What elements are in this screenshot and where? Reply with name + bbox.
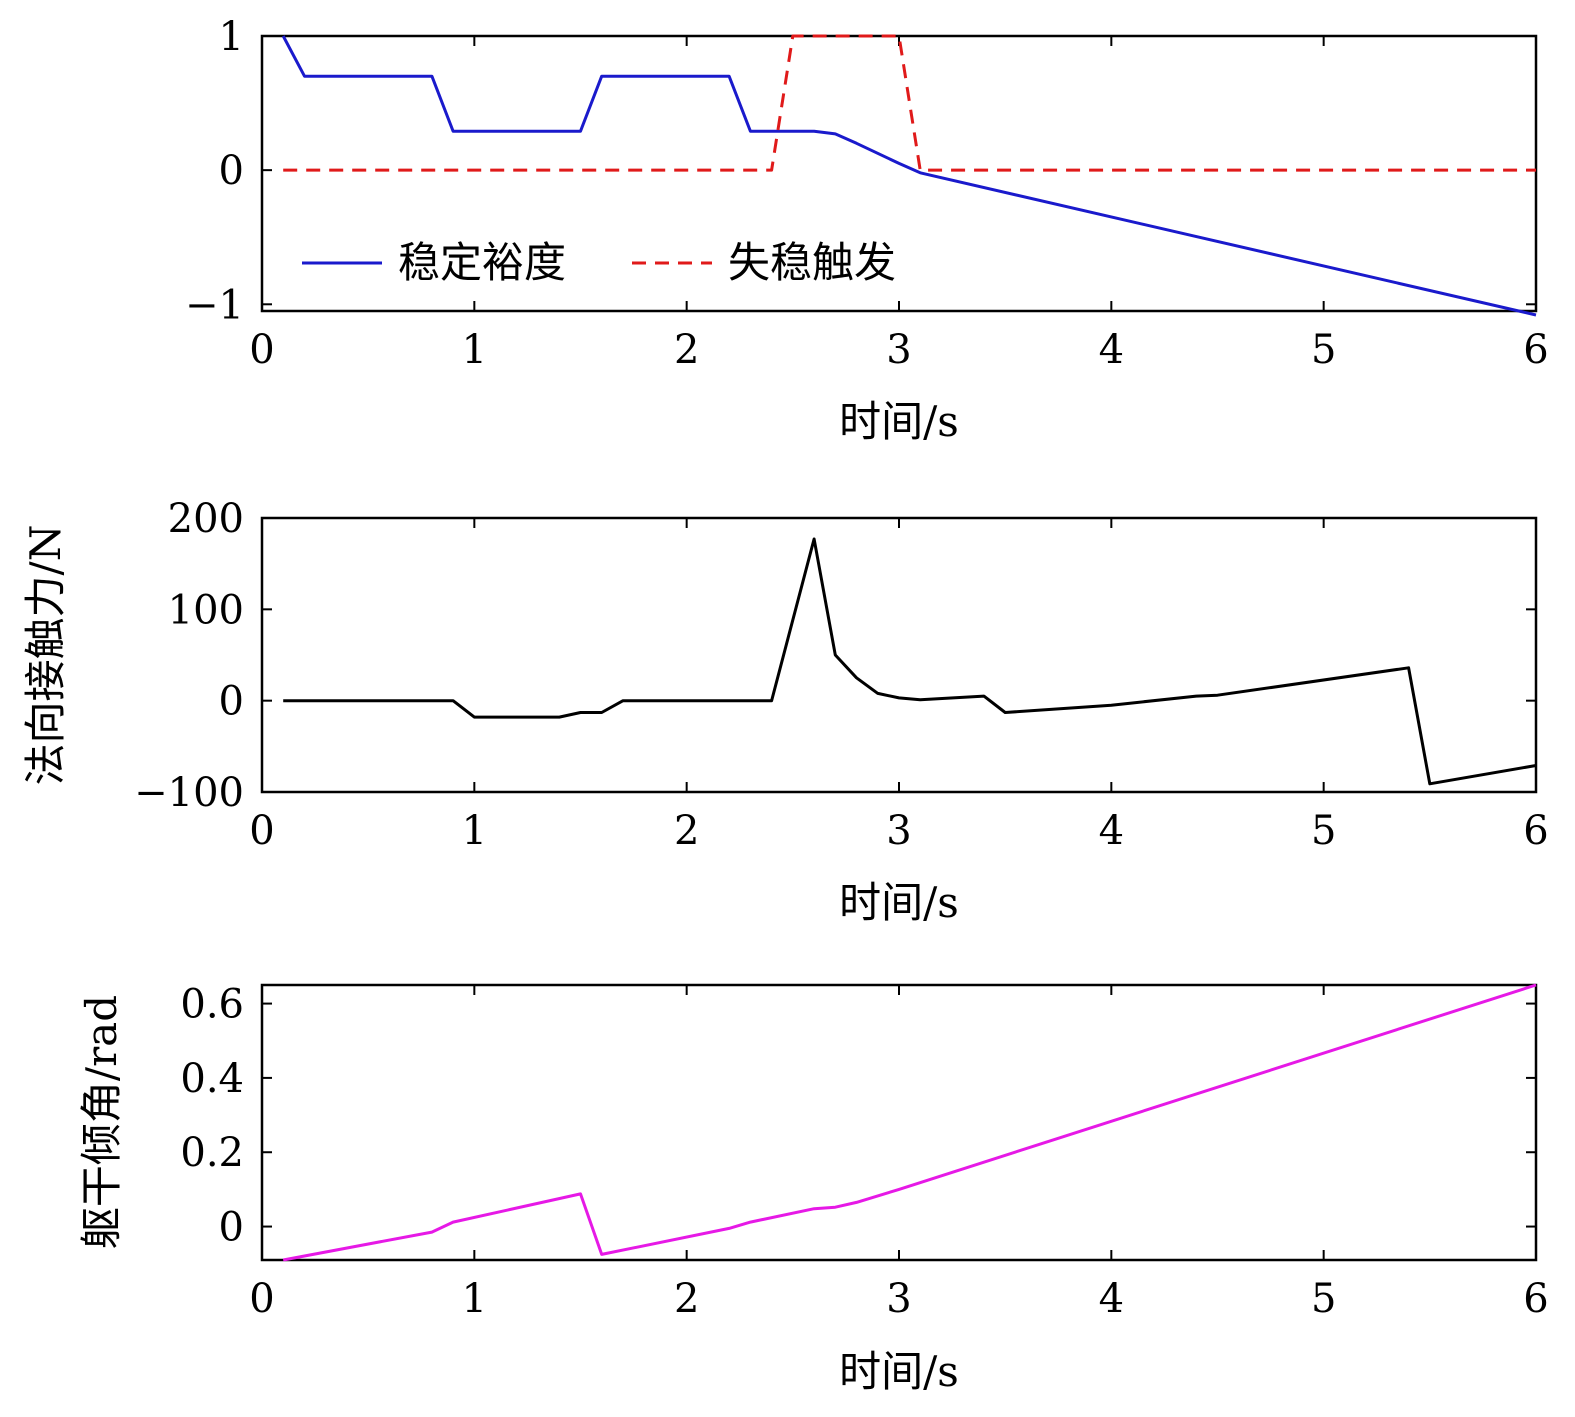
- y-axis-title: 躯干倾角/rad: [77, 995, 126, 1249]
- tick-group: 0 1 2 3 4 5 6 0 0.2 0.4 0.6: [180, 982, 1548, 1322]
- y-tick-label-0: 0: [219, 1205, 244, 1251]
- y-tick-label-0: 0: [219, 148, 244, 194]
- x-axis-title: 时间/s: [839, 878, 959, 927]
- y-tick-label-1: −1: [185, 282, 244, 328]
- series-line-1-2: [283, 34, 1536, 172]
- x-axis-title: 时间/s: [839, 1347, 959, 1396]
- series-group: [283, 537, 1537, 786]
- legend-label-instability-trigger: 失稳触发: [728, 238, 896, 287]
- y-axis-title: 法向接触力/N: [21, 525, 70, 786]
- y-tick-label-0-4: 0.4: [180, 1056, 244, 1102]
- x-tick-label-6: 6: [1523, 1276, 1548, 1322]
- x-tick-label-6: 6: [1523, 808, 1548, 854]
- x-tick-label-0: 0: [249, 808, 274, 854]
- x-tick-label-5: 5: [1311, 327, 1336, 373]
- x-tick-label-1: 1: [462, 808, 487, 854]
- x-tick-label-2: 2: [674, 808, 699, 854]
- y-tick-label-0-2: 0.2: [180, 1130, 244, 1176]
- x-axis-title: 时间/s: [839, 397, 959, 446]
- series-line-2-1: [283, 537, 1537, 786]
- legend-label-stability-margin: 稳定裕度: [398, 238, 566, 287]
- series-line-1-1: [281, 35, 1537, 317]
- panel-frame: [260, 983, 1538, 1262]
- x-tick-label-3: 3: [886, 1276, 911, 1322]
- legend: 稳定裕度 失稳触发: [302, 238, 896, 287]
- y-tick-label-100: 100: [168, 587, 244, 633]
- tick-group: 0 1 2 3 4 5 6−101: [185, 14, 1549, 373]
- y-tick-label-1: 1: [219, 14, 244, 60]
- x-tick-label-4: 4: [1099, 327, 1124, 373]
- x-tick-label-6: 6: [1523, 327, 1548, 373]
- x-tick-label-4: 4: [1099, 808, 1124, 854]
- x-tick-label-0: 0: [249, 1276, 274, 1322]
- x-tick-label-2: 2: [674, 327, 699, 373]
- panel-stability: 0 1 2 3 4 5 6−101 时间/s 稳定裕度 失稳触发: [185, 14, 1549, 446]
- series-line-3-1: [282, 983, 1537, 1262]
- x-tick-label-4: 4: [1099, 1276, 1124, 1322]
- x-tick-label-0: 0: [249, 327, 274, 373]
- panel-frame: [260, 516, 1538, 794]
- y-tick-label-200: 200: [168, 496, 244, 542]
- series-group: [281, 34, 1537, 317]
- x-tick-label-1: 1: [462, 327, 487, 373]
- x-tick-label-5: 5: [1311, 808, 1336, 854]
- x-tick-label-3: 3: [886, 808, 911, 854]
- y-tick-label-0: 0: [219, 679, 244, 725]
- panel-trunk-tilt: 0 1 2 3 4 5 6 0 0.2 0.4 0.6 时间/s 躯干倾角/rad: [77, 982, 1549, 1396]
- x-tick-label-2: 2: [674, 1276, 699, 1322]
- y-tick-label-0-6: 0.6: [180, 982, 244, 1028]
- x-tick-label-1: 1: [462, 1276, 487, 1322]
- y-tick-label-100: −100: [134, 770, 244, 816]
- x-tick-label-5: 5: [1311, 1276, 1336, 1322]
- series-group: [282, 983, 1537, 1262]
- x-tick-label-3: 3: [886, 327, 911, 373]
